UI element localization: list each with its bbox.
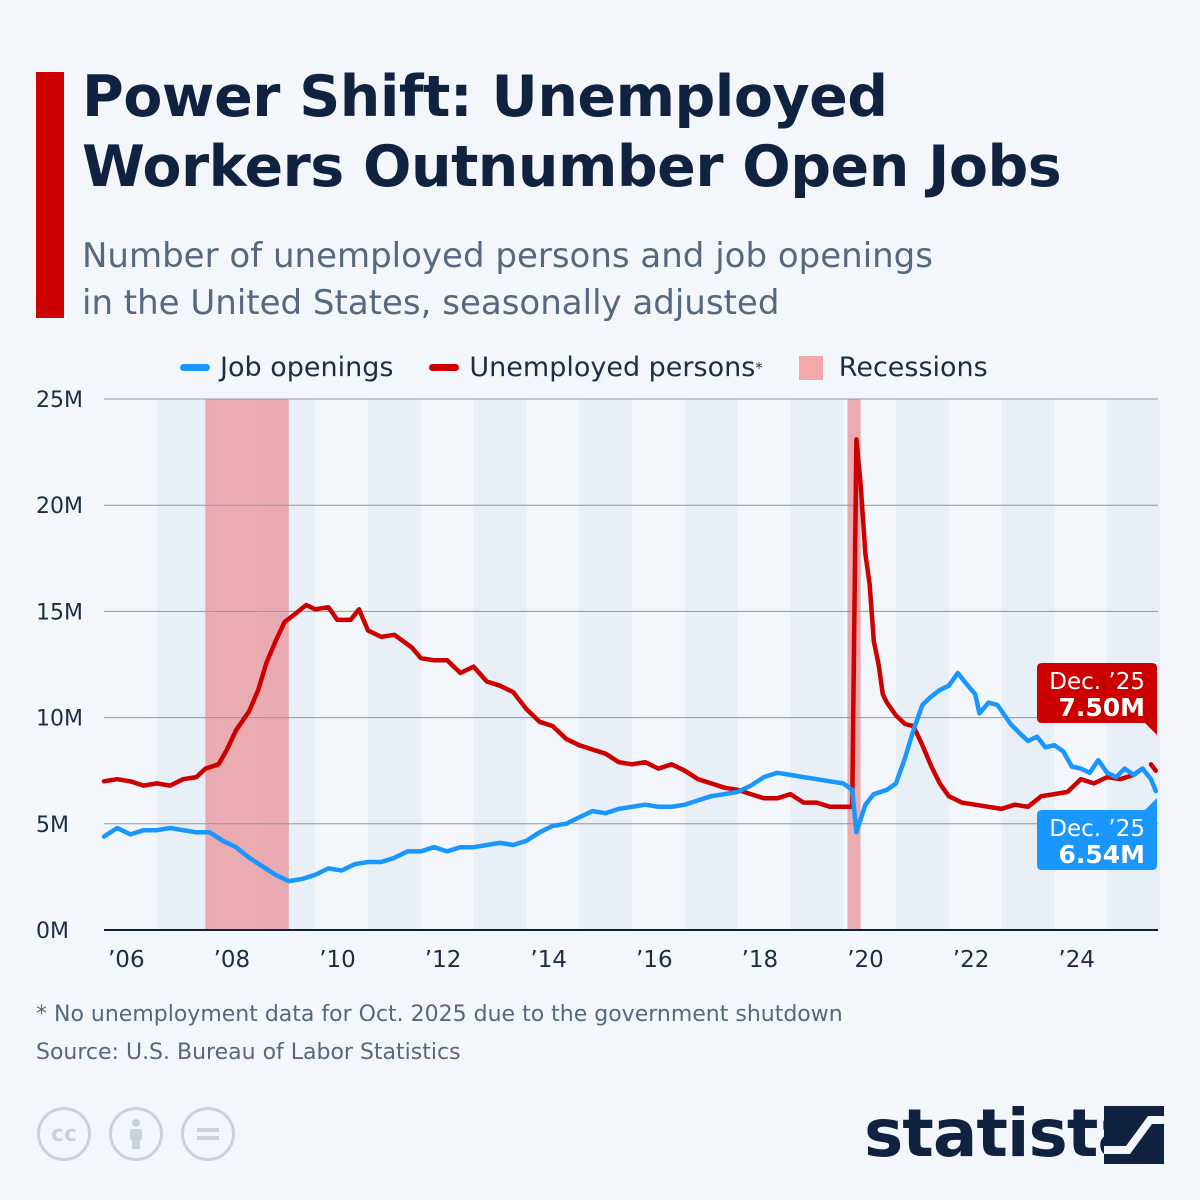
legend-swatch-red xyxy=(429,364,460,371)
y-tick-label: 15M xyxy=(36,600,83,625)
year-band xyxy=(368,399,421,930)
legend-label: Recessions xyxy=(838,352,988,383)
source-note: Source: U.S. Bureau of Labor Statistics xyxy=(36,1040,461,1065)
subtitle-line-1: Number of unemployed persons and job ope… xyxy=(82,236,933,276)
title-line-2: Workers Outnumber Open Jobs xyxy=(82,134,1062,200)
x-tick-label: ’12 xyxy=(425,947,462,973)
creative-commons-icon[interactable]: cc xyxy=(37,1107,91,1161)
legend-footnote-mark: * xyxy=(755,358,763,377)
job-openings-annotation-value: 6.54M xyxy=(1058,840,1145,869)
recession-band xyxy=(205,399,289,930)
year-band xyxy=(579,399,632,930)
x-tick-label: ’22 xyxy=(953,947,990,973)
y-tick-label: 25M xyxy=(36,388,83,413)
x-tick-label: ’20 xyxy=(847,947,884,973)
legend-swatch-recession xyxy=(798,355,823,380)
x-tick-label: ’06 xyxy=(108,947,145,973)
unemployed-persons-line xyxy=(101,437,1159,812)
legend-item-unemployed: Unemployed persons * xyxy=(429,352,763,383)
y-tick-label: 0M xyxy=(36,919,69,944)
year-band xyxy=(790,399,844,930)
legend-label: Job openings xyxy=(220,352,394,383)
y-tick-label: 20M xyxy=(36,494,83,519)
year-band xyxy=(473,399,527,930)
year-band xyxy=(156,399,210,930)
x-tick-label: ’16 xyxy=(636,947,673,973)
x-tick-label: ’08 xyxy=(214,947,251,973)
x-tick-label: ’18 xyxy=(742,947,779,973)
statista-logo-mark-icon xyxy=(1104,1106,1164,1164)
page-title: Power Shift: Unemployed Workers Outnumbe… xyxy=(82,62,1062,202)
x-tick-label: ’14 xyxy=(530,947,567,973)
chart-legend: Job openings Unemployed persons * Recessi… xyxy=(180,352,1024,383)
subtitle: Number of unemployed persons and job ope… xyxy=(82,233,933,327)
line-chart: 0M 5M 10M 15M 20M 25M ’06 ’08 ’10 ’12 ’14 ’16 ’18 ’20… xyxy=(36,388,1160,973)
year-band xyxy=(684,399,738,930)
y-tick-label: 10M xyxy=(36,707,83,732)
no-derivatives-icon[interactable] xyxy=(181,1107,235,1161)
legend-item-job-openings: Job openings xyxy=(180,352,393,383)
unemployed-annotation-box xyxy=(1037,663,1157,735)
x-tick-label: ’24 xyxy=(1058,947,1095,973)
subtitle-line-2: in the United States, seasonally adjuste… xyxy=(82,283,780,323)
attribution-icon[interactable] xyxy=(109,1107,163,1161)
unemployed-annotation-value: 7.50M xyxy=(1058,693,1145,722)
title-accent-bar xyxy=(36,72,64,318)
legend-item-recessions: Recessions xyxy=(798,352,988,383)
job-openings-annotation-box xyxy=(1037,798,1157,870)
job-openings-annotation-date: Dec. ’25 xyxy=(1049,816,1145,842)
statista-logo[interactable]: statista xyxy=(864,1095,1142,1172)
legend-swatch-blue xyxy=(180,364,210,371)
job-openings-line xyxy=(101,670,1159,884)
legend-label: Unemployed persons xyxy=(469,352,756,383)
footnote: * No unemployment data for Oct. 2025 due… xyxy=(36,1002,843,1027)
year-band xyxy=(896,399,949,930)
unemployed-annotation-date: Dec. ’25 xyxy=(1049,669,1145,695)
x-tick-label: ’10 xyxy=(319,947,356,973)
y-tick-label: 5M xyxy=(36,813,69,838)
title-line-1: Power Shift: Unemployed xyxy=(82,64,888,130)
